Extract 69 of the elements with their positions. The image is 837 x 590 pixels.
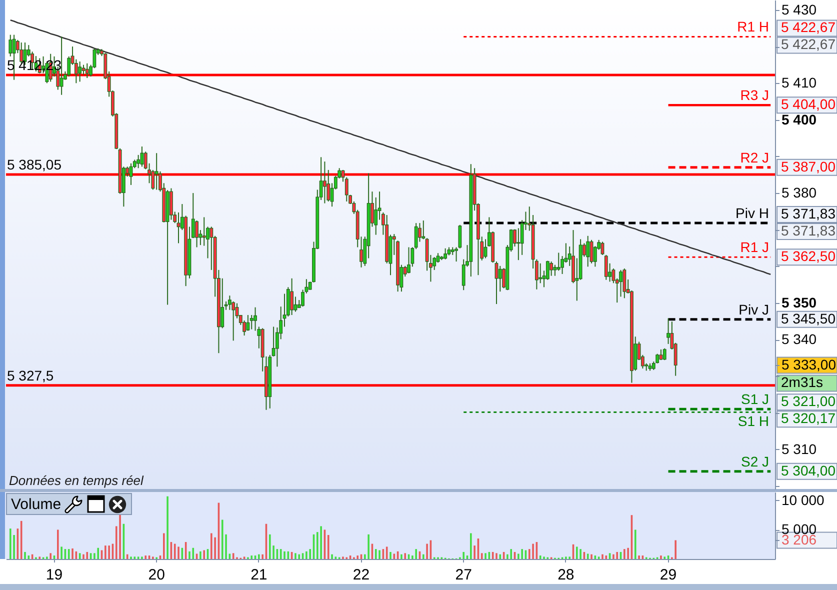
data-label: 5 321,00 [781, 393, 836, 410]
candlestick [556, 252, 560, 272]
candlestick [246, 314, 250, 332]
chart-title: Volume [11, 496, 62, 512]
candlestick [8, 34, 12, 57]
candlestick [498, 265, 502, 292]
series-label: S2 J [740, 453, 769, 470]
data-label: 5 320,17 [781, 410, 836, 426]
candlestick [604, 254, 608, 280]
candlestick [444, 248, 448, 260]
data-label: 5 371,83 [781, 205, 836, 222]
data-label: 5 422,67 [781, 19, 836, 36]
candlestick [550, 261, 554, 276]
ref-line-label: 5 385,05 [7, 156, 62, 173]
y-tick-label: 5 340 [782, 331, 817, 348]
y-tick-label: 5 333,00 [782, 356, 836, 373]
x-tick-label: 28 [558, 566, 574, 584]
candlestick [290, 278, 294, 316]
series-label: R1 J [740, 239, 769, 256]
series-label: R1 H [737, 18, 769, 35]
candlestick [85, 62, 89, 79]
y-tick-label: 5 410 [782, 74, 817, 91]
data-label: 5 422,67 [781, 36, 836, 52]
candlestick [586, 235, 590, 268]
annotation: Données en temps réel [9, 473, 145, 488]
x-tick-label: 20 [148, 566, 165, 584]
candlestick [136, 154, 140, 169]
y-tick-label: 5 350 [782, 294, 817, 310]
data-label: 5 371,83 [781, 222, 836, 238]
candlestick [407, 246, 410, 274]
data-label: 5 404,00 [781, 96, 836, 112]
x-tick-label: 22 [352, 566, 370, 584]
y-tick-label: 5 430 [782, 1, 817, 18]
candlestick [622, 268, 626, 299]
candlestick [154, 152, 158, 190]
series-label: Piv H [736, 204, 769, 221]
x-tick-label: 19 [46, 566, 63, 584]
text: 2m31s [781, 374, 824, 390]
x-tick-label: 27 [455, 566, 472, 584]
series-label: S1 H [738, 413, 769, 430]
candlestick [538, 262, 542, 284]
series-label: R3 J [740, 87, 769, 104]
candlestick [78, 61, 82, 82]
data-label: 5 387,00 [781, 158, 836, 174]
x-tick-label: 21 [250, 566, 268, 584]
x-tick-label: 29 [660, 566, 677, 584]
candlestick [60, 36, 64, 96]
candlestick [323, 161, 326, 204]
y-tick-label: 10 000 [782, 492, 825, 508]
ref-line-label: 5 327,5 [7, 367, 54, 384]
candlestick [659, 348, 663, 361]
series-label: Piv J [738, 301, 769, 318]
candlestick [666, 318, 670, 344]
data-label: 5 304,00 [781, 462, 836, 478]
data-label: 5 345,50 [781, 310, 836, 326]
y-tick-label: 5 310 [782, 440, 817, 457]
candlestick [202, 216, 206, 246]
data-label: 5 362,50 [781, 248, 836, 264]
y-tick-label: 5 400 [782, 111, 817, 128]
candlestick [176, 212, 180, 244]
candlestick [195, 220, 198, 248]
series-label: R2 J [740, 149, 769, 166]
candlestick [220, 278, 224, 329]
candlestick [662, 348, 666, 361]
candlestick [170, 188, 173, 220]
line-series [10, 19, 772, 276]
candlestick [250, 314, 254, 330]
series-label: S1 J [740, 391, 769, 408]
y-tick-label: 5 380 [782, 184, 817, 201]
